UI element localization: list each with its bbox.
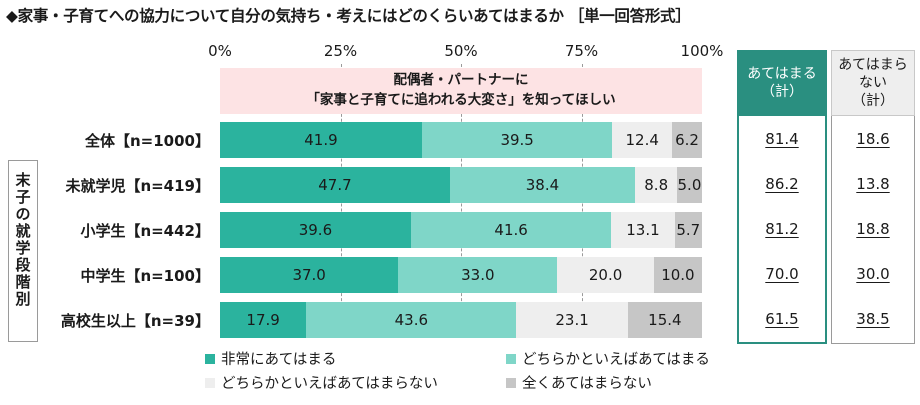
- data-label: 43.6: [394, 311, 429, 329]
- legend-swatch: [506, 353, 516, 364]
- data-label: 47.7: [318, 176, 352, 194]
- category-label: 未就学児【n=419】: [65, 177, 210, 195]
- group-label-char: 階: [15, 273, 31, 291]
- data-label: 8.8: [644, 176, 669, 194]
- bar-segment: 12.4: [612, 122, 673, 158]
- bar-segment: 10.0: [653, 257, 702, 293]
- bar-segment: 13.1: [611, 212, 675, 248]
- group-label-char: 学: [15, 239, 31, 257]
- legend-item: 非常にあてはまる: [205, 348, 336, 369]
- group-label-char: 末: [15, 171, 31, 189]
- bar-segment: 39.6: [220, 212, 411, 248]
- bar-segment: 8.8: [635, 167, 678, 203]
- summary-header-applies: あてはまる （計）: [737, 50, 827, 116]
- question-subject-band: [220, 68, 702, 114]
- total-not-applies-value: 38.5: [856, 310, 890, 328]
- data-label: 37.0: [292, 266, 326, 284]
- summary-header-not-applies-text: あてはまらない （計）: [832, 56, 914, 110]
- category-label: 全体【n=1000】: [85, 132, 210, 150]
- legend-swatch: [205, 377, 215, 388]
- total-not-applies-value: 13.8: [856, 175, 890, 193]
- summary-header-line: あてはまる: [747, 66, 817, 82]
- group-bracket: [8, 160, 38, 342]
- x-tick-label: 100%: [680, 42, 724, 60]
- legend-label: どちらかといえばあてはまる: [522, 352, 710, 368]
- category-label: 高校生以上【n=39】: [60, 312, 210, 330]
- x-tick-label: 50%: [444, 42, 478, 60]
- bar-segment: 37.0: [220, 257, 399, 293]
- data-label: 5.7: [676, 221, 701, 239]
- legend-swatch: [506, 377, 516, 388]
- bar-segment: 5.7: [674, 212, 702, 248]
- bar-segment: 43.6: [306, 302, 517, 338]
- summary-column-applies: [737, 116, 827, 344]
- data-label: 38.4: [525, 176, 560, 194]
- summary-column-not-applies: [831, 116, 915, 344]
- data-label: 39.6: [298, 221, 333, 239]
- bar-segment: 33.0: [398, 257, 558, 293]
- data-label: 13.1: [626, 221, 660, 239]
- data-label: 41.9: [304, 131, 338, 149]
- group-label-char: 子: [15, 188, 31, 206]
- data-label: 23.1: [555, 311, 589, 329]
- group-label-char: 就: [15, 222, 31, 240]
- legend-item: 全くあてはまらない: [506, 372, 652, 393]
- bar-segment: 23.1: [516, 302, 628, 338]
- bar-segment: 20.0: [557, 257, 654, 293]
- bar-segment: 15.4: [627, 302, 702, 338]
- category-label: 中学生【n=100】: [80, 267, 210, 285]
- total-not-applies-value: 18.6: [856, 130, 890, 148]
- data-label: 10.0: [661, 266, 695, 284]
- summary-header-line: （計）: [852, 93, 894, 109]
- x-tick-label: 0%: [208, 42, 232, 60]
- chart-title: ◆家事・子育てへの協力について自分の気持ち・考えにはどのくらいあてはまるか ［単…: [6, 7, 691, 25]
- summary-header-line: （計）: [760, 84, 803, 100]
- group-label: 末子の就学段階別: [8, 172, 38, 308]
- category-label: 小学生【n=442】: [80, 222, 210, 240]
- legend-label: どちらかといえばあてはまらない: [221, 376, 438, 392]
- bar-segment: 41.6: [410, 212, 612, 248]
- bar-segment: 39.5: [421, 122, 613, 158]
- total-not-applies-value: 18.8: [856, 220, 890, 238]
- x-tick-label: 25%: [323, 42, 358, 60]
- data-label: 17.9: [246, 311, 280, 329]
- x-tick-label: 75%: [564, 42, 599, 60]
- data-label: 39.5: [500, 131, 534, 149]
- legend-item: どちらかといえばあてはまらない: [205, 372, 438, 393]
- bar-segment: 41.9: [220, 122, 422, 158]
- total-applies-value: 86.2: [765, 175, 799, 193]
- data-label: 5.0: [677, 176, 702, 194]
- legend-label: 全くあてはまらない: [522, 376, 652, 392]
- group-label-char: 段: [15, 256, 31, 274]
- summary-header-applies-text: あてはまる （計）: [747, 65, 816, 101]
- summary-header-not-applies: あてはまらない （計）: [831, 50, 915, 116]
- bar-segment: 6.2: [672, 122, 702, 158]
- total-applies-value: 81.4: [765, 130, 799, 148]
- total-not-applies-value: 30.0: [856, 265, 890, 283]
- legend-item: どちらかといえばあてはまる: [506, 348, 710, 369]
- question-subject-line2: 「家事と子育てに追われる大変さ」を知ってほしい: [306, 92, 616, 108]
- total-applies-value: 81.2: [765, 220, 799, 238]
- data-label: 41.6: [494, 221, 528, 239]
- group-label-char: の: [15, 205, 31, 223]
- bar-segment: 47.7: [220, 167, 450, 203]
- total-applies-value: 61.5: [765, 310, 799, 328]
- summary-header-line: あてはまらない: [838, 57, 908, 91]
- bar-segment: 17.9: [220, 302, 307, 338]
- total-applies-value: 70.0: [765, 265, 799, 283]
- data-label: 33.0: [461, 266, 495, 284]
- data-label: 15.4: [648, 311, 682, 329]
- legend-swatch: [205, 353, 215, 364]
- bar-segment: 38.4: [449, 167, 635, 203]
- data-label: 20.0: [588, 266, 623, 284]
- data-label: 12.4: [625, 131, 659, 149]
- question-subject: 配偶者・パートナーに 「家事と子育てに追われる大変さ」を知ってほしい: [220, 70, 702, 110]
- question-subject-line1: 配偶者・パートナーに: [393, 72, 529, 88]
- group-label-char: 別: [15, 290, 31, 308]
- legend-label: 非常にあてはまる: [221, 352, 337, 368]
- data-label: 6.2: [675, 131, 699, 149]
- bar-segment: 5.0: [677, 167, 702, 203]
